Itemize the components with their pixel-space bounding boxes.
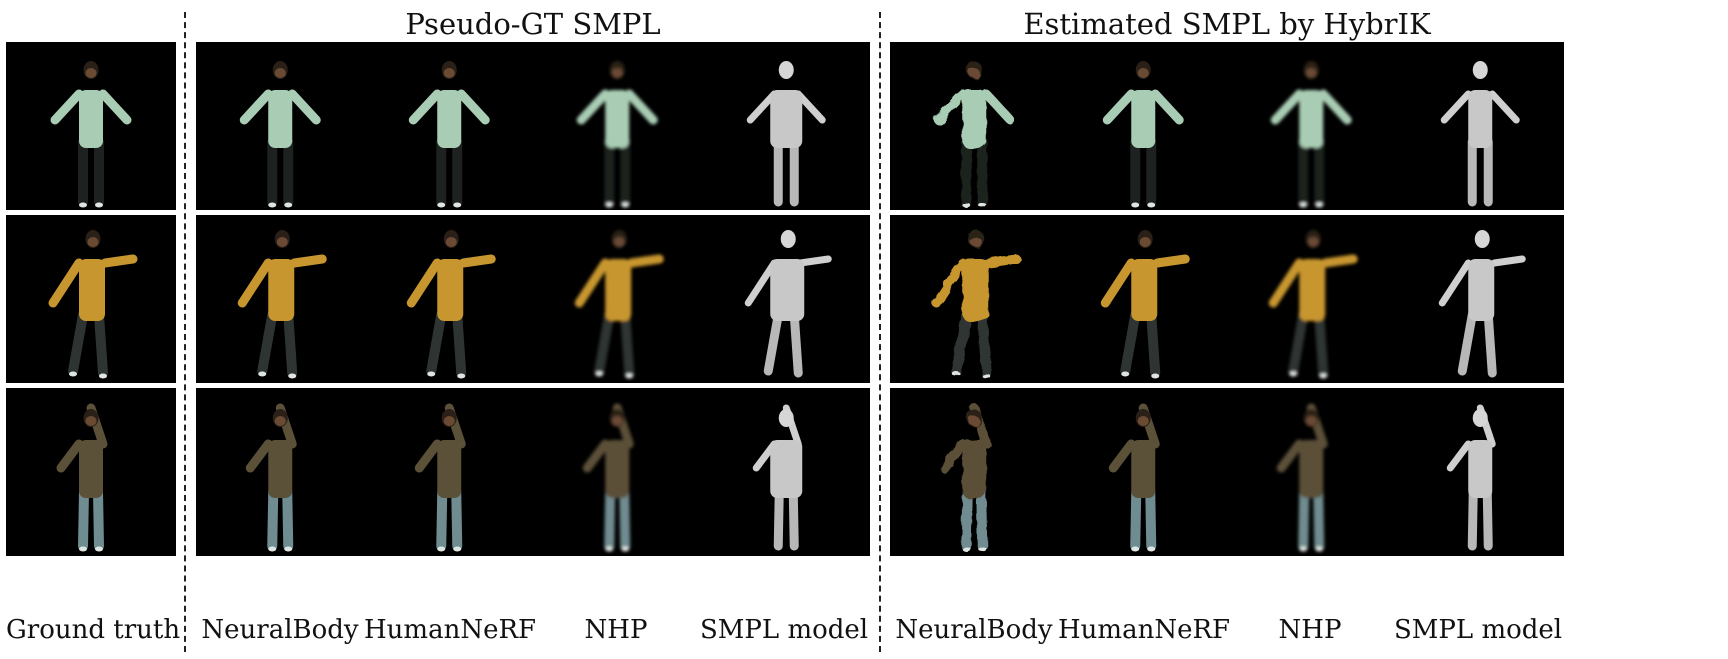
col-label-smpl-model: SMPL model [1394,615,1563,645]
person-render-figure [414,403,466,552]
person-render-figure [1108,403,1160,552]
dashed-divider-right [879,12,881,652]
render-frame [702,388,871,556]
person-render-figure [931,230,1021,379]
person-render-figure [50,61,132,208]
ground-truth-panel-row-1 [6,42,176,210]
person-render-figure [933,61,1015,208]
render-frame [365,215,534,383]
render-frame [702,215,871,383]
person-render-figure [239,61,321,208]
person-render-figure [1268,230,1358,379]
person-render-figure [406,230,496,379]
col-label-smpl-model: SMPL model [700,615,869,645]
person-render-figure [939,403,991,552]
render-frame [196,215,365,383]
render-frame [1396,42,1565,210]
render-frame [890,215,1059,383]
person-render-figure [237,230,327,379]
render-frame [6,42,176,210]
person-render-figure [1102,61,1184,208]
col-label-neuralbody: NeuralBody [895,615,1053,645]
render-frame [1227,215,1396,383]
render-frame [890,388,1059,556]
render-frame [365,388,534,556]
hybrik-panel-row-1 [890,42,1564,210]
render-frame [1396,388,1565,556]
hybrik-panel-row-3 [890,388,1564,556]
render-frame [533,388,702,556]
render-frame [196,42,365,210]
render-frame [1227,42,1396,210]
render-frame [1227,388,1396,556]
person-render-figure [1270,61,1352,208]
render-frame [702,42,871,210]
col-label-humannerf: HumanNeRF [1058,615,1231,645]
smpl-mesh-figure [1446,404,1496,551]
smpl-mesh-figure [1438,230,1526,378]
render-frame [1059,215,1228,383]
person-render-figure [576,61,658,208]
render-frame [890,42,1059,210]
col-label-nhp: NHP [1278,615,1342,645]
smpl-mesh-figure [746,61,826,207]
smpl-mesh-figure [752,404,802,551]
render-frame [533,42,702,210]
person-render-figure [56,403,108,552]
ground-truth-panel-row-3 [6,388,176,556]
render-frame [1059,388,1228,556]
person-render-figure [408,61,490,208]
smpl-mesh-figure [744,230,832,378]
col-label-humannerf: HumanNeRF [364,615,537,645]
person-render-figure [1100,230,1190,379]
render-frame [1396,215,1565,383]
render-frame [365,42,534,210]
dashed-divider-left [184,12,186,652]
pseudo-gt-panel-row-1 [196,42,870,210]
render-frame [6,388,176,556]
smpl-mesh-figure [1440,61,1520,207]
person-render-figure [574,230,664,379]
ground-truth-panel-row-2 [6,215,176,383]
render-frame [6,215,176,383]
render-frame [196,388,365,556]
group-title-hybrik: Estimated SMPL by HybrIK [1023,7,1431,41]
person-render-figure [1276,403,1328,552]
hybrik-panel-row-2 [890,215,1564,383]
col-label-ground-truth: Ground truth [6,615,181,645]
person-render-figure [245,403,297,552]
render-frame [533,215,702,383]
col-label-nhp: NHP [584,615,648,645]
pseudo-gt-panel-row-2 [196,215,870,383]
render-frame [1059,42,1228,210]
group-title-pseudo-gt: Pseudo-GT SMPL [405,7,661,41]
pseudo-gt-panel-row-3 [196,388,870,556]
person-render-figure [48,230,138,379]
person-render-figure [582,403,634,552]
col-label-neuralbody: NeuralBody [201,615,359,645]
